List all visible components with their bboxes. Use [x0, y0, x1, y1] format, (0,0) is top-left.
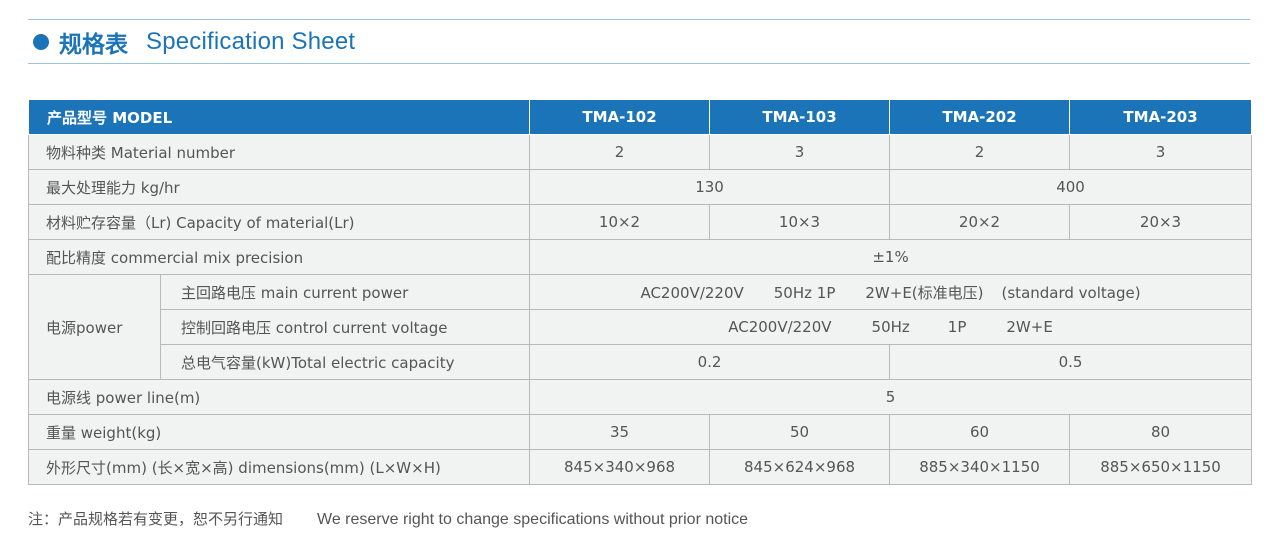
main-power-cell: AC200V/220V 50Hz 1P 2W+E(标准电压) (standard vo…: [529, 274, 1253, 310]
control-power-cell: AC200V/220V 50Hz 1P 2W+E: [529, 309, 1253, 345]
cell: 0.2: [529, 344, 891, 380]
cell-part: (standard voltage): [1001, 283, 1141, 302]
table-row: 电源power 主回路电压 main current power AC200V/…: [28, 274, 1253, 380]
row-label: 最大处理能力 kg/hr: [27, 169, 531, 205]
cell: 130: [529, 169, 891, 205]
footnote-cn: 注：产品规格若有变更，恕不另行通知: [28, 510, 284, 528]
cell: 885×340×1150: [889, 449, 1071, 485]
model-4: TMA-203: [1069, 100, 1253, 135]
row-label: 主回路电压 main current power: [159, 274, 531, 310]
row-label: 配比精度 commercial mix precision: [27, 239, 531, 275]
top-rule: [28, 19, 1250, 20]
bullet-dot-icon: [33, 34, 49, 50]
row-label: 控制回路电压 control current voltage: [159, 309, 531, 345]
cell-part: 50Hz: [871, 318, 910, 336]
row-label: 材料贮存容量（Lr) Capacity of material(Lr): [27, 204, 531, 240]
cell: 50: [709, 414, 891, 450]
cell: 400: [889, 169, 1253, 205]
row-label: 重量 weight(kg): [27, 414, 531, 450]
cell: ±1%: [529, 239, 1253, 275]
cell: 20×2: [889, 204, 1071, 240]
table-row: 外形尺寸(mm) (长×宽×高) dimensions(mm) (L×W×H) …: [27, 449, 1253, 485]
bottom-rule: [28, 63, 1250, 64]
cell: 845×340×968: [529, 449, 711, 485]
table-row: 配比精度 commercial mix precision ±1%: [27, 239, 1253, 275]
cell: 2: [889, 134, 1071, 170]
cell: 845×624×968: [709, 449, 891, 485]
cell: 2: [529, 134, 711, 170]
table-row: 总电气容量(kW)Total electric capacity 0.2 0.5: [29, 344, 1253, 380]
cell-part: 50Hz 1P: [773, 283, 836, 302]
table-row: 物料种类 Material number 2 3 2 3: [27, 134, 1253, 170]
row-label: 外形尺寸(mm) (长×宽×高) dimensions(mm) (L×W×H): [27, 449, 531, 485]
cell-part: 2W+E: [1006, 318, 1053, 336]
table-row: 电源线 power line(m) 5: [27, 379, 1253, 415]
power-group-label: 电源power: [28, 274, 161, 380]
title-cn: 规格表: [59, 32, 128, 58]
row-label: 物料种类 Material number: [27, 134, 531, 170]
cell-part: AC200V/220V: [640, 283, 744, 302]
header-row: 产品型号 MODEL TMA-102 TMA-103 TMA-202 TMA-2…: [27, 100, 1253, 135]
row-label: 总电气容量(kW)Total electric capacity: [159, 344, 531, 380]
model-2: TMA-103: [709, 100, 891, 135]
model-1: TMA-102: [529, 100, 711, 135]
cell: 10×3: [709, 204, 891, 240]
cell: 3: [1069, 134, 1253, 170]
cell: 3: [709, 134, 891, 170]
table-row: 重量 weight(kg) 35 50 60 80: [27, 414, 1253, 450]
cell-part: AC200V/220V: [728, 318, 832, 336]
cell: 885×650×1150: [1069, 449, 1253, 485]
section-title: 规格表 Specification Sheet: [33, 27, 356, 58]
cell-part: 2W+E(标准电压): [865, 283, 984, 302]
spec-table: 产品型号 MODEL TMA-102 TMA-103 TMA-202 TMA-2…: [27, 100, 1253, 485]
cell-part: 1P: [947, 318, 967, 336]
table-row: 控制回路电压 control current voltage AC200V/22…: [29, 309, 1253, 345]
table-row: 材料贮存容量（Lr) Capacity of material(Lr) 10×2…: [27, 204, 1253, 240]
cell: 80: [1069, 414, 1253, 450]
footnote-en: We reserve right to change specification…: [317, 511, 749, 528]
cell: 60: [889, 414, 1071, 450]
footnote: 注：产品规格若有变更，恕不另行通知 We reserve right to cha…: [28, 508, 748, 529]
model-header: 产品型号 MODEL: [27, 100, 531, 135]
cell: 0.5: [889, 344, 1253, 380]
cell: 5: [529, 379, 1253, 415]
cell: 10×2: [529, 204, 711, 240]
title-en: Specification Sheet: [146, 28, 356, 55]
cell: 20×3: [1069, 204, 1253, 240]
row-label: 电源线 power line(m): [27, 379, 531, 415]
model-3: TMA-202: [889, 100, 1071, 135]
table-row: 最大处理能力 kg/hr 130 400: [27, 169, 1253, 205]
cell: 35: [529, 414, 711, 450]
